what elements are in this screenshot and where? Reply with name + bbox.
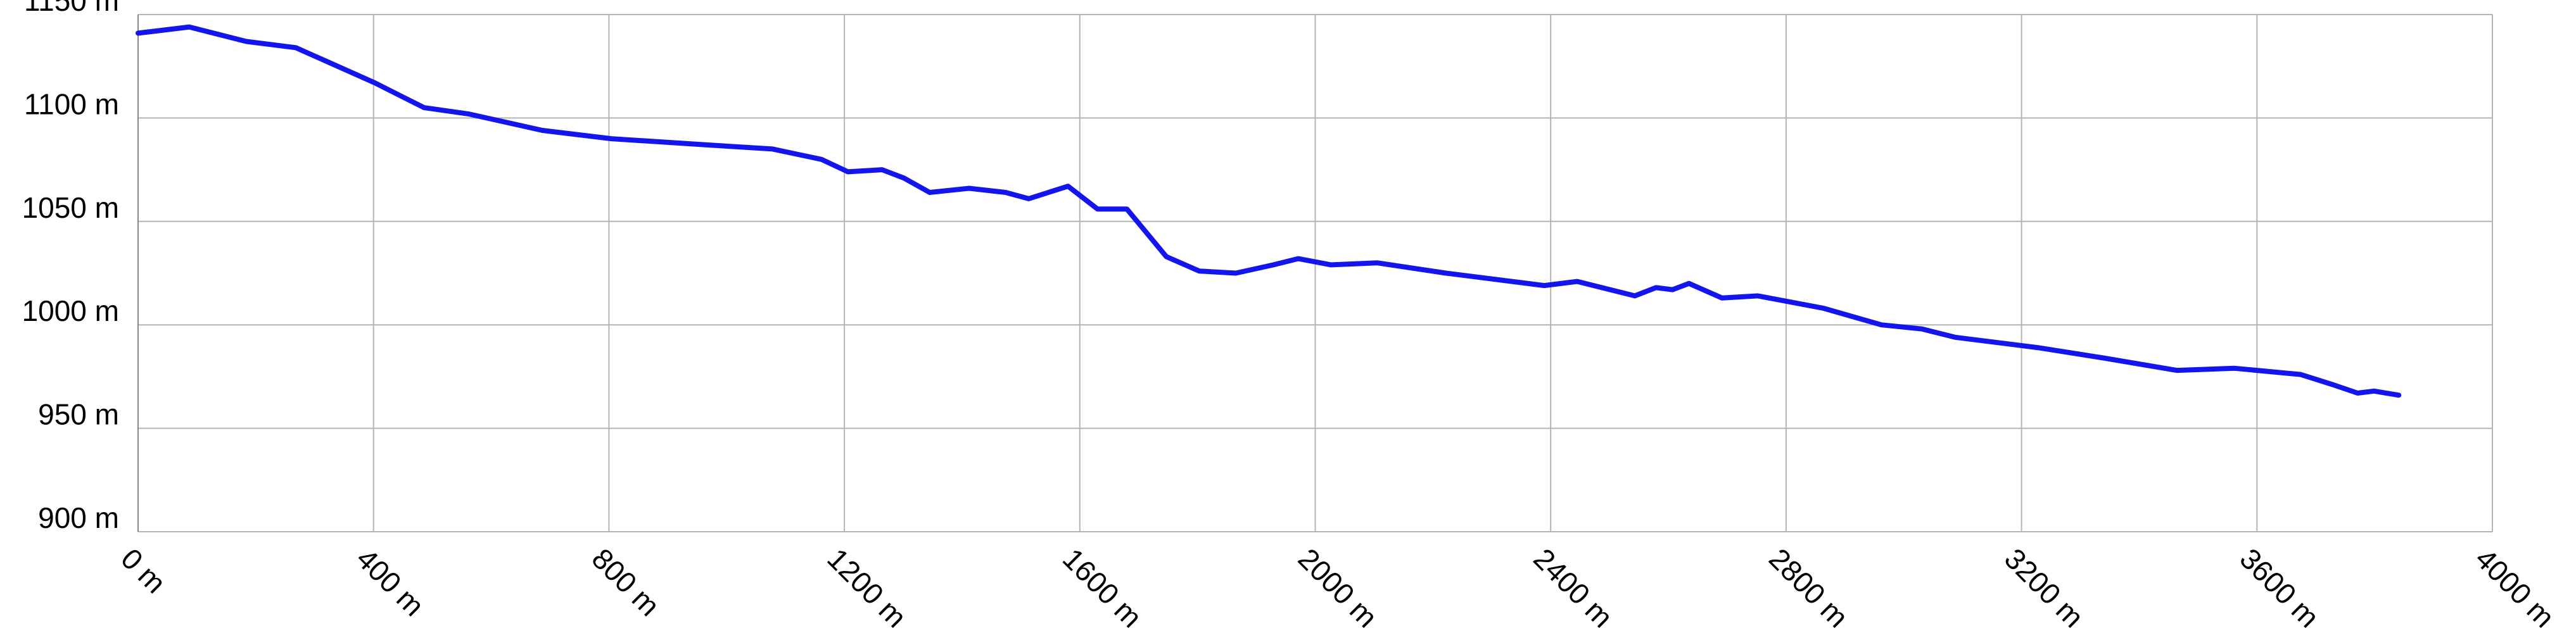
y-tick-label: 950 m (38, 398, 119, 431)
x-tick-label: 1600 m (1056, 542, 1148, 633)
y-tick-label: 1000 m (22, 294, 119, 327)
x-tick-label: 2800 m (1763, 542, 1855, 633)
x-tick-label: 0 m (115, 542, 172, 599)
x-tick-label: 3600 m (2233, 542, 2325, 633)
x-tick-label: 1200 m (821, 542, 913, 633)
elevation-line (136, 24, 2402, 398)
y-tick-label: 1100 m (24, 87, 119, 120)
x-tick-label: 2400 m (1527, 542, 1619, 633)
x-tick-label: 3200 m (1998, 542, 2090, 633)
x-tick-label: 800 m (586, 542, 666, 622)
y-tick-label: 1050 m (22, 191, 119, 224)
y-tick-label: 1150 m (24, 0, 119, 17)
x-tick-label: 400 m (350, 542, 431, 622)
x-tick-label: 2000 m (1292, 542, 1384, 633)
x-tick-label: 4000 m (2469, 542, 2561, 633)
y-tick-label: 900 m (38, 501, 119, 534)
